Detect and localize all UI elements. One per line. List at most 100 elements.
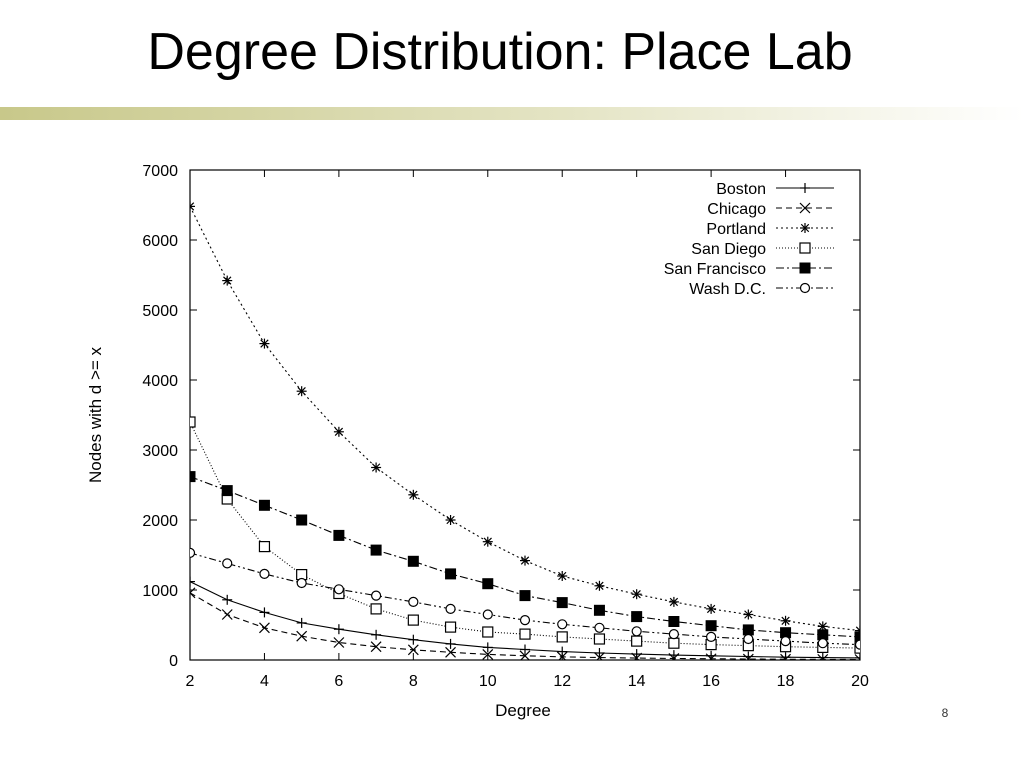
x-axis: 2 4 6 8 10 12 14 16 18 20 [186, 170, 869, 690]
data-point-chicago [631, 652, 643, 660]
data-point-wash-d-c [333, 584, 344, 595]
legend-label-san-diego: San Diego [691, 241, 766, 258]
y-tick-label: 2000 [142, 513, 178, 530]
legend-marker-boston [800, 183, 810, 193]
data-point-san-francisco [258, 499, 270, 511]
data-point-san-francisco [742, 624, 754, 636]
data-point-boston [296, 617, 307, 628]
data-point-wash-d-c [780, 635, 791, 647]
data-point-wash-d-c [371, 590, 382, 601]
data-point-wash-d-c [259, 568, 270, 580]
data-point-chicago [445, 646, 456, 658]
data-point-chicago [482, 648, 494, 660]
data-point-san-diego [370, 603, 382, 615]
data-point-portland [482, 536, 493, 547]
data-point-san-francisco [370, 544, 382, 556]
data-point-boston [594, 648, 605, 658]
data-point-san-francisco [296, 514, 308, 526]
data-point-portland [668, 596, 679, 607]
data-point-san-francisco [854, 631, 860, 643]
data-point-portland [190, 201, 195, 212]
x-tick-label: 12 [553, 673, 571, 690]
data-point-wash-d-c [817, 638, 828, 649]
data-point-chicago [333, 637, 345, 648]
data-point-wash-d-c [408, 596, 419, 608]
data-point-san-francisco [407, 555, 419, 567]
data-point-boston [408, 634, 419, 645]
data-point-boston [817, 652, 828, 660]
data-point-chicago [190, 587, 196, 599]
data-point-wash-d-c [854, 639, 860, 650]
data-point-san-diego [519, 628, 531, 640]
series-san-francisco [190, 471, 860, 643]
data-point-portland [371, 462, 382, 473]
y-tick-label: 0 [169, 653, 178, 670]
data-point-portland [557, 571, 568, 581]
data-point-portland [222, 275, 233, 286]
x-tick-label: 2 [186, 673, 195, 690]
data-point-boston [371, 629, 382, 640]
legend: Boston Chicago Portland San Diego San Franci… [664, 181, 834, 298]
legend-marker-chicago [799, 202, 811, 214]
y-tick-label: 4000 [142, 373, 178, 390]
x-tick-label: 18 [777, 673, 795, 690]
legend-label-chicago: Chicago [707, 201, 766, 218]
data-point-chicago [296, 630, 308, 642]
legend-label-wash-d-c: Wash D.C. [689, 281, 766, 298]
data-point-san-francisco [445, 568, 457, 580]
y-tick-label: 1000 [142, 583, 178, 600]
plot-area-frame [189, 169, 861, 661]
data-point-san-diego [556, 631, 568, 643]
data-point-portland [631, 589, 642, 600]
legend-marker-san-diego [799, 242, 811, 254]
data-point-chicago [817, 653, 829, 660]
data-point-chicago [556, 651, 568, 660]
series-wash-d-c [190, 547, 860, 650]
y-axis-label: Nodes with d >= x [86, 346, 105, 483]
data-point-boston [445, 638, 456, 649]
x-tick-label: 10 [479, 673, 497, 690]
data-point-wash-d-c [296, 577, 307, 589]
title-accent-bar [0, 107, 1024, 120]
y-tick-label: 5000 [142, 303, 178, 320]
data-point-boston [259, 607, 270, 618]
data-point-san-diego [407, 614, 419, 626]
data-point-boston [190, 576, 195, 587]
data-point-chicago [854, 654, 860, 660]
data-point-san-diego [668, 637, 680, 649]
data-point-portland [706, 603, 717, 614]
x-tick-label: 6 [334, 673, 343, 690]
data-point-wash-d-c [519, 614, 531, 626]
data-point-san-francisco [631, 611, 643, 623]
data-point-wash-d-c [743, 633, 754, 645]
data-point-portland [408, 489, 419, 500]
data-point-san-francisco [221, 485, 233, 497]
data-point-wash-d-c [668, 628, 679, 640]
series-chicago [190, 587, 860, 660]
data-point-san-francisco [593, 604, 605, 616]
data-point-wash-d-c [482, 609, 493, 620]
data-point-portland [333, 426, 344, 437]
y-tick-label: 3000 [142, 443, 178, 460]
data-point-san-francisco [519, 590, 531, 602]
data-point-san-francisco [333, 529, 345, 541]
data-point-portland [259, 338, 270, 349]
data-point-wash-d-c [594, 622, 605, 633]
data-point-portland [520, 555, 530, 566]
legend-marker-portland [800, 223, 810, 233]
x-axis-label: Degree [495, 701, 551, 720]
data-point-san-francisco [668, 616, 680, 627]
data-point-san-diego [631, 635, 643, 647]
legend-marker-wash-d-c [799, 282, 811, 294]
legend-label-san-francisco: San Francisco [664, 261, 766, 278]
x-tick-label: 20 [851, 673, 869, 690]
data-point-portland [780, 615, 791, 626]
data-point-chicago [594, 652, 605, 660]
x-tick-label: 4 [260, 673, 269, 690]
data-point-san-francisco [482, 578, 494, 590]
data-point-san-diego [593, 633, 606, 645]
series-layer [190, 201, 860, 660]
data-point-san-francisco [556, 597, 568, 609]
data-point-boston [520, 644, 530, 655]
